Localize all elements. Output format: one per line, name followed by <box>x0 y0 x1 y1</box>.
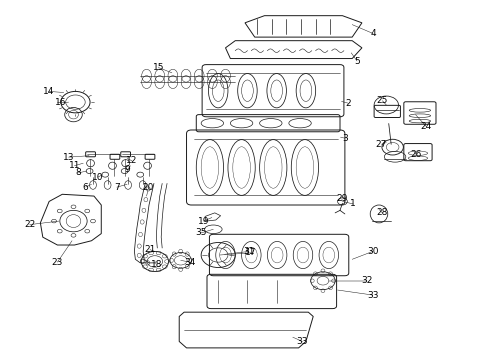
Text: 1: 1 <box>350 199 356 208</box>
Text: 6: 6 <box>83 183 89 192</box>
Text: 27: 27 <box>376 140 387 149</box>
Text: 5: 5 <box>354 57 360 66</box>
Text: 23: 23 <box>52 258 63 267</box>
Text: 33: 33 <box>367 291 378 300</box>
Text: 29: 29 <box>337 194 348 203</box>
Text: 30: 30 <box>367 247 378 256</box>
Text: 13: 13 <box>63 153 74 162</box>
Text: 20: 20 <box>143 183 154 192</box>
Text: 26: 26 <box>411 150 422 159</box>
Text: 34: 34 <box>185 258 196 267</box>
Text: 19: 19 <box>198 217 209 226</box>
Text: 2: 2 <box>345 99 351 108</box>
Text: 25: 25 <box>377 96 388 105</box>
Text: 3: 3 <box>342 134 348 143</box>
Text: 32: 32 <box>361 276 372 285</box>
Text: 12: 12 <box>126 156 138 165</box>
Text: 16: 16 <box>55 98 67 107</box>
Text: 35: 35 <box>196 228 207 237</box>
Text: 22: 22 <box>24 220 35 229</box>
Text: 31: 31 <box>243 247 255 256</box>
Text: 33: 33 <box>297 337 308 346</box>
Text: 10: 10 <box>92 173 103 182</box>
Text: 21: 21 <box>144 245 156 254</box>
Text: 8: 8 <box>75 168 81 177</box>
Text: 11: 11 <box>69 161 80 170</box>
Text: 18: 18 <box>150 260 162 269</box>
Text: 17: 17 <box>245 248 257 257</box>
Text: 14: 14 <box>43 87 54 96</box>
Text: 15: 15 <box>152 63 164 72</box>
Text: 24: 24 <box>420 122 432 131</box>
Text: 7: 7 <box>114 183 120 192</box>
Text: 4: 4 <box>370 29 376 38</box>
Text: 9: 9 <box>124 166 130 175</box>
Text: 28: 28 <box>377 208 388 217</box>
